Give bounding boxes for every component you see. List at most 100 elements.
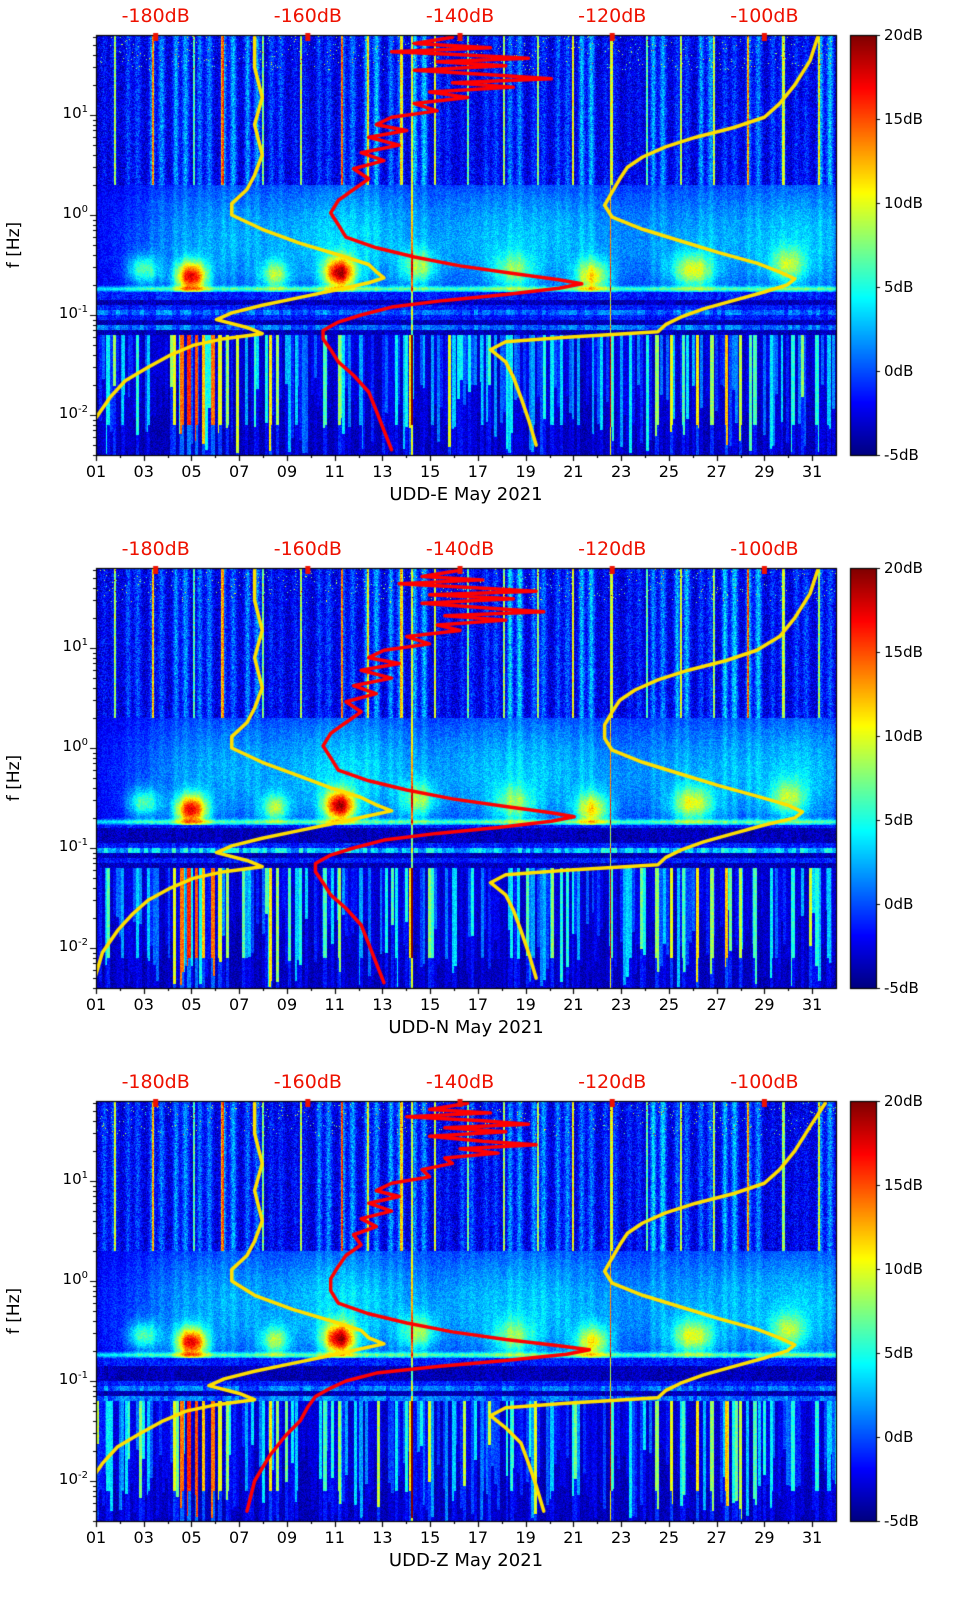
y-tick-label: 10-1 [58,1370,88,1388]
x-tick-label: 29 [754,995,775,1014]
top-axis-label: -180dB [121,5,190,27]
y-tick-label: 10-2 [58,937,88,955]
x-tick-label: 23 [610,462,632,481]
colorbar-tick-label: 15dB [884,110,923,128]
colorbar-tick-label: 15dB [884,1176,923,1194]
x-tick-label: 17 [467,462,489,481]
y-tick-label: 100 [62,204,88,222]
x-tick-label: 21 [563,462,584,481]
top-axis-label: -180dB [121,538,190,560]
x-tick-label: 09 [276,462,298,481]
y-tick-label: 101 [62,104,88,122]
x-tick-label: 15 [420,995,441,1014]
panel-udd-z: f [Hz] UDD-Z May 2021 -180dB -160dB -140dB… [0,1066,962,1599]
spectrogram-canvas-udd-z [0,1066,962,1599]
colorbar-tick-label: -5dB [884,446,919,464]
y-tick-label: 100 [62,737,88,755]
spectrogram-canvas-udd-n [0,533,962,1066]
x-tick-label: 05 [181,462,202,481]
top-axis-label: -100dB [730,5,799,27]
x-tick-label: 09 [276,995,298,1014]
colorbar-tick-label: 0dB [884,362,914,380]
top-axis-label: -140dB [425,1071,495,1093]
x-tick-label: 29 [754,462,775,481]
x-tick-label: 27 [706,995,727,1014]
colorbar-tick-label: 10dB [884,1260,923,1278]
top-axis-label: -120dB [578,538,647,560]
x-tick-label: 13 [372,995,393,1014]
x-tick-label: 01 [85,995,107,1014]
y-axis-label: f [Hz] [4,1287,24,1335]
y-axis-label: f [Hz] [4,221,24,269]
x-tick-label: 11 [324,1528,345,1547]
x-tick-label: 15 [420,462,441,481]
x-axis-title: UDD-Z May 2021 [388,1550,544,1571]
x-tick-label: 17 [467,1528,489,1547]
colorbar-tick-label: 15dB [884,643,923,661]
x-axis-title: UDD-N May 2021 [388,1017,544,1038]
y-tick-label: 10-1 [58,837,88,855]
x-tick-label: 23 [610,995,632,1014]
top-axis-label: -160dB [273,538,342,560]
x-tick-label: 01 [85,1528,107,1547]
colorbar-tick-label: 20dB [884,26,923,44]
top-axis-label: -120dB [578,5,647,27]
x-tick-label: 01 [85,462,107,481]
top-axis-label: -160dB [273,1071,342,1093]
x-tick-label: 19 [515,995,536,1014]
x-tick-label: 03 [133,1528,154,1547]
x-tick-label: 03 [133,995,154,1014]
top-axis-label: -100dB [730,538,799,560]
x-tick-label: 31 [801,995,823,1014]
y-tick-label: 101 [62,637,88,655]
x-tick-label: 21 [563,995,584,1014]
x-tick-label: 03 [133,462,154,481]
colorbar-tick-label: 5dB [884,278,914,296]
x-tick-label: 07 [229,462,250,481]
x-tick-label: 07 [229,1528,250,1547]
x-tick-label: 15 [420,1528,441,1547]
colorbar-tick-label: 10dB [884,727,923,745]
x-tick-label: 19 [515,1528,536,1547]
top-axis-label: -100dB [730,1071,799,1093]
colorbar-tick-label: -5dB [884,1512,919,1530]
x-tick-label: 13 [372,1528,393,1547]
colorbar-tick-label: 20dB [884,559,923,577]
spectrogram-canvas-udd-e [0,0,962,533]
x-tick-label: 19 [515,462,536,481]
y-tick-label: 10-2 [58,1470,88,1488]
x-tick-label: 27 [706,1528,727,1547]
x-tick-label: 11 [324,462,345,481]
colorbar-tick-label: 5dB [884,811,914,829]
x-tick-label: 21 [563,1528,584,1547]
x-tick-label: 25 [658,995,680,1014]
top-axis-label: -120dB [578,1071,647,1093]
x-tick-label: 29 [754,1528,775,1547]
x-tick-label: 31 [801,1528,823,1547]
x-tick-label: 07 [229,995,250,1014]
y-tick-label: 10-1 [58,304,88,322]
y-tick-label: 10-2 [58,404,88,422]
top-axis-label: -140dB [425,5,495,27]
top-axis-label: -180dB [121,1071,190,1093]
x-tick-label: 17 [467,995,489,1014]
colorbar-tick-label: 20dB [884,1092,923,1110]
x-tick-label: 05 [181,1528,202,1547]
x-tick-label: 05 [181,995,202,1014]
x-tick-label: 13 [372,462,393,481]
x-axis-title: UDD-E May 2021 [389,484,543,505]
x-tick-label: 25 [658,1528,680,1547]
y-axis-label: f [Hz] [4,754,24,802]
x-tick-label: 31 [801,462,823,481]
y-tick-label: 100 [62,1270,88,1288]
x-tick-label: 27 [706,462,727,481]
panel-udd-e: f [Hz] UDD-E May 2021 -180dB -160dB -140dB… [0,0,962,533]
x-tick-label: 23 [610,1528,632,1547]
x-tick-label: 11 [324,995,345,1014]
colorbar-tick-label: 5dB [884,1344,914,1362]
x-tick-label: 25 [658,462,680,481]
x-tick-label: 09 [276,1528,298,1547]
panel-udd-n: f [Hz] UDD-N May 2021 -180dB -160dB -140dB… [0,533,962,1066]
colorbar-tick-label: 0dB [884,1428,914,1446]
